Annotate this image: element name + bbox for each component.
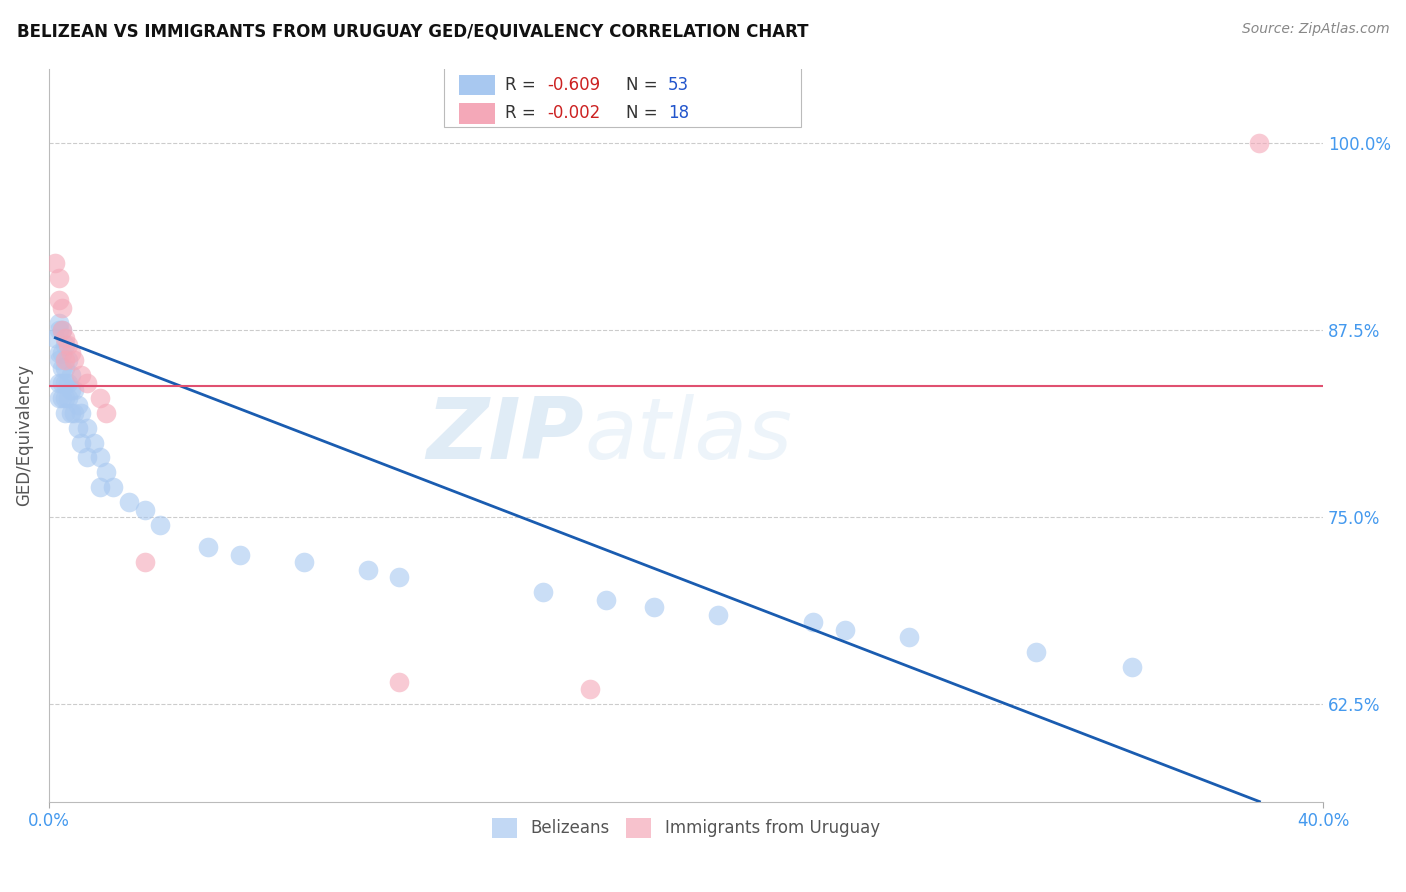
Point [48, 391, 70, 405]
Legend: Belizeans, Immigrants from Uruguay: Belizeans, Immigrants from Uruguay [485, 811, 887, 845]
Point [60, 383, 83, 397]
Point [69, 435, 91, 450]
Point [292, 555, 315, 569]
Text: Source: ZipAtlas.com: Source: ZipAtlas.com [1241, 22, 1389, 37]
Point [53, 331, 76, 345]
Point [66, 420, 89, 434]
FancyBboxPatch shape [460, 75, 495, 95]
Point [89, 450, 111, 465]
Point [898, 630, 921, 644]
Point [229, 548, 252, 562]
Point [48, 271, 70, 285]
Text: BELIZEAN VS IMMIGRANTS FROM URUGUAY GED/EQUIVALENCY CORRELATION CHART: BELIZEAN VS IMMIGRANTS FROM URUGUAY GED/… [17, 22, 808, 40]
Point [51, 323, 73, 337]
Point [51, 360, 73, 375]
FancyBboxPatch shape [444, 65, 801, 128]
Text: -0.609: -0.609 [547, 76, 600, 94]
Text: 53: 53 [668, 76, 689, 94]
Point [63, 353, 86, 368]
Point [707, 607, 730, 622]
Point [60, 368, 83, 383]
Point [197, 541, 219, 555]
Point [51, 376, 73, 390]
Point [48, 293, 70, 308]
Point [96, 466, 118, 480]
Point [76, 450, 98, 465]
Point [56, 376, 79, 390]
Point [89, 391, 111, 405]
Text: 18: 18 [668, 104, 689, 122]
Point [60, 345, 83, 359]
Point [48, 316, 70, 330]
Point [60, 406, 83, 420]
Point [66, 398, 89, 412]
Point [51, 301, 73, 315]
Point [53, 338, 76, 352]
Point [53, 376, 76, 390]
Point [48, 345, 70, 359]
Point [388, 674, 411, 689]
Text: R =: R = [505, 104, 541, 122]
Point [56, 338, 79, 352]
Point [388, 570, 411, 584]
Text: atlas: atlas [583, 393, 792, 476]
Point [803, 615, 825, 629]
Point [579, 682, 602, 697]
FancyBboxPatch shape [460, 103, 495, 124]
Point [1025, 645, 1047, 659]
Point [76, 376, 98, 390]
Point [1249, 136, 1271, 151]
Point [76, 420, 98, 434]
Point [134, 555, 156, 569]
Point [69, 368, 91, 383]
Y-axis label: GED/Equivalency: GED/Equivalency [15, 364, 32, 506]
Point [69, 406, 91, 420]
Point [89, 480, 111, 494]
Point [56, 391, 79, 405]
Text: N =: N = [626, 104, 664, 122]
Text: -0.002: -0.002 [547, 104, 600, 122]
Text: ZIP: ZIP [426, 393, 583, 476]
Point [53, 353, 76, 368]
Point [63, 406, 86, 420]
Point [96, 406, 118, 420]
Point [101, 480, 124, 494]
Point [48, 353, 70, 368]
Point [83, 435, 105, 450]
Point [834, 623, 856, 637]
Point [117, 495, 139, 509]
Point [53, 391, 76, 405]
Point [48, 376, 70, 390]
Text: N =: N = [626, 76, 664, 94]
Text: R =: R = [505, 76, 541, 94]
Point [53, 406, 76, 420]
Point [53, 360, 76, 375]
Point [643, 600, 665, 615]
Point [44, 331, 66, 345]
Point [51, 345, 73, 359]
Point [1121, 660, 1143, 674]
Point [44, 256, 66, 270]
Point [595, 592, 617, 607]
Point [149, 517, 172, 532]
Point [531, 585, 554, 599]
Point [48, 323, 70, 337]
Point [56, 353, 79, 368]
Point [51, 391, 73, 405]
Point [51, 323, 73, 337]
Point [63, 383, 86, 397]
Point [356, 563, 378, 577]
Point [134, 503, 156, 517]
